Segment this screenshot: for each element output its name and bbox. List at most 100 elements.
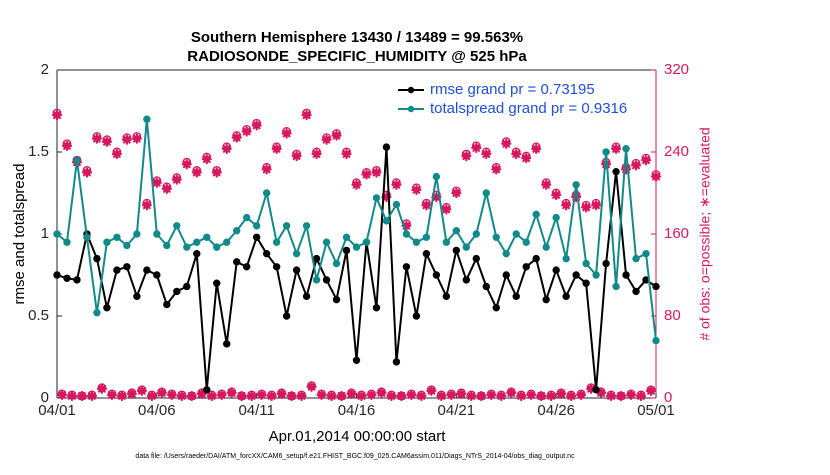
line-marker xyxy=(352,243,361,251)
chart-title: Southern Hemisphere 13430 / 13489 = 99.5… xyxy=(191,29,523,46)
line-marker xyxy=(203,233,211,241)
x-tick-label: 04/01 xyxy=(38,402,76,419)
obs-evaluated-marker xyxy=(66,390,78,402)
obs-evaluated-marker xyxy=(620,164,632,175)
obs-evaluated-marker xyxy=(131,133,142,144)
line-marker xyxy=(312,276,321,284)
line-marker xyxy=(63,274,71,282)
line-marker xyxy=(422,249,431,258)
line-marker xyxy=(193,238,201,246)
obs-evaluated-marker xyxy=(401,220,412,231)
line-marker xyxy=(123,263,131,271)
line-marker xyxy=(233,258,241,266)
chart-subtitle: RADIOSONDE_SPECIFIC_HUMIDITY @ 525 hPa xyxy=(187,48,527,65)
line-marker xyxy=(282,312,291,320)
line-marker xyxy=(382,143,391,151)
obs-evaluated-marker xyxy=(416,390,427,402)
y-tick-label: 2 xyxy=(41,61,49,78)
line-marker xyxy=(522,238,530,246)
obs-evaluated-marker xyxy=(191,167,202,178)
line-marker xyxy=(292,249,301,258)
line-marker xyxy=(262,189,271,197)
obs-evaluated-marker xyxy=(296,390,307,402)
line-marker xyxy=(133,292,141,301)
line-marker xyxy=(153,230,161,238)
x-axis-label: Apr.01,2014 00:00:00 start xyxy=(269,428,447,445)
obs-evaluated-marker xyxy=(476,390,487,402)
obs-evaluated-marker xyxy=(605,390,617,402)
line-marker xyxy=(183,243,191,251)
obs-evaluated-marker xyxy=(346,388,357,399)
obs-evaluated-marker xyxy=(625,389,637,401)
line-marker xyxy=(362,238,371,246)
line-marker xyxy=(93,309,101,317)
line-marker xyxy=(492,233,500,241)
x-tick-label: 04/21 xyxy=(438,402,476,419)
line-marker xyxy=(143,266,151,274)
obs-evaluated-marker xyxy=(381,192,392,203)
line-marker xyxy=(532,210,540,219)
line-marker xyxy=(442,292,451,301)
line-marker xyxy=(302,292,311,301)
obs-evaluated-marker xyxy=(506,387,517,398)
footnote: data file: /Users/raeder/DAI/ATM_forcXX/… xyxy=(135,453,575,460)
obs-evaluated-marker xyxy=(511,148,522,160)
line-marker xyxy=(472,230,480,238)
obs-evaluated-marker xyxy=(501,138,512,149)
line-marker xyxy=(482,189,490,197)
obs-evaluated-marker xyxy=(261,164,272,175)
line-marker xyxy=(133,230,141,238)
obs-evaluated-marker xyxy=(566,390,577,402)
obs-evaluated-marker xyxy=(166,389,177,401)
y-tick-label: 1 xyxy=(41,225,49,242)
line-marker xyxy=(272,238,281,246)
line-marker xyxy=(153,271,161,279)
line-marker xyxy=(472,254,480,263)
obs-evaluated-marker xyxy=(436,390,447,402)
obs-evaluated-marker xyxy=(226,387,237,398)
line-marker xyxy=(252,233,261,241)
line-marker xyxy=(452,246,461,255)
obs-evaluated-marker xyxy=(136,385,147,396)
line-marker xyxy=(342,233,351,241)
obs-evaluated-marker xyxy=(91,133,103,144)
line-marker xyxy=(552,213,560,222)
obs-evaluated-marker xyxy=(141,200,152,211)
obs-evaluated-marker xyxy=(615,390,627,402)
line-marker xyxy=(602,259,610,268)
line-marker xyxy=(532,254,540,263)
line-marker xyxy=(322,276,331,284)
obs-evaluated-marker xyxy=(576,389,587,401)
obs-evaluated-marker xyxy=(126,388,137,399)
line-marker xyxy=(612,167,620,176)
obs-evaluated-marker xyxy=(526,389,537,401)
obs-evaluated-marker xyxy=(51,110,63,121)
obs-evaluated-marker xyxy=(306,381,317,392)
obs-evaluated-marker xyxy=(236,390,247,402)
obs-evaluated-marker xyxy=(586,383,597,394)
line-marker xyxy=(512,230,520,238)
obs-evaluated-marker xyxy=(101,136,113,147)
line-marker xyxy=(442,238,451,246)
obs-evaluated-marker xyxy=(151,177,162,188)
obs-evaluated-marker xyxy=(610,143,622,155)
obs-evaluated-marker xyxy=(376,387,387,398)
line-marker xyxy=(432,271,441,279)
obs-evaluated-marker xyxy=(196,388,207,399)
line-marker xyxy=(272,263,281,271)
y2-tick-label: 80 xyxy=(664,307,681,324)
line-marker xyxy=(223,340,231,348)
line-marker xyxy=(452,227,461,235)
obs-evaluated-marker xyxy=(361,169,372,180)
obs-evaluated-marker xyxy=(61,140,73,151)
line-marker xyxy=(83,233,91,241)
line-marker xyxy=(282,222,291,230)
line-marker xyxy=(332,295,341,304)
obs-evaluated-marker xyxy=(86,390,98,402)
line-marker xyxy=(113,233,121,241)
obs-evaluated-marker xyxy=(640,155,652,166)
obs-evaluated-marker xyxy=(271,143,282,155)
obs-evaluated-marker xyxy=(531,143,542,155)
y2-tick-label: 160 xyxy=(664,225,689,242)
x-tick-label: 04/11 xyxy=(238,402,274,419)
